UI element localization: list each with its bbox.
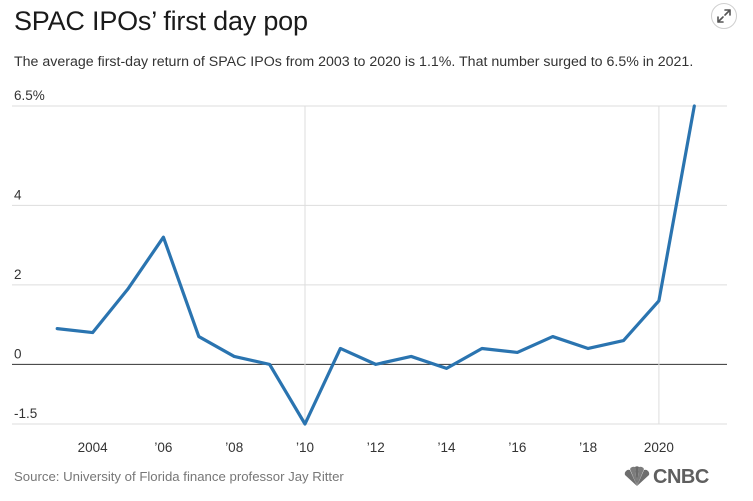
series-lines (55, 104, 696, 426)
y-tick-label: -1.5 (14, 406, 37, 421)
chart-title: SPAC IPOs’ first day pop (14, 6, 308, 36)
logo-text: CNBC (653, 466, 709, 488)
x-tick-label: ’16 (508, 440, 526, 455)
y-tick-label: 4 (14, 187, 22, 202)
x-tick-label: ’12 (367, 440, 385, 455)
x-tick-label: ’08 (225, 440, 243, 455)
chart-subtitle: The average first-day return of SPAC IPO… (14, 54, 694, 70)
source-note: Source: University of Florida finance pr… (14, 469, 344, 484)
expand-button[interactable] (711, 3, 737, 29)
series-line (55, 104, 696, 426)
x-tick-label: 2004 (78, 440, 109, 455)
x-tick-label: ’14 (438, 440, 457, 455)
gridlines (12, 105, 727, 425)
peacock-icon (624, 466, 650, 486)
x-tick-label: ’18 (579, 440, 597, 455)
expand-icon (717, 9, 731, 23)
y-tick-label: 0 (14, 346, 22, 361)
tick-labels: -1.5 0 2 4 6.5% 2004 ’06 ’08 ’10 ’12 ’14 ’16 ’18 2020 (14, 88, 674, 455)
cnbc-logo: CNBC (622, 465, 742, 489)
x-tick-label: 2020 (644, 440, 674, 455)
x-tick-label: ’06 (154, 440, 172, 455)
y-tick-label: 2 (14, 267, 22, 282)
x-tick-label: ’10 (296, 440, 314, 455)
y-tick-label: 6.5% (14, 88, 45, 103)
